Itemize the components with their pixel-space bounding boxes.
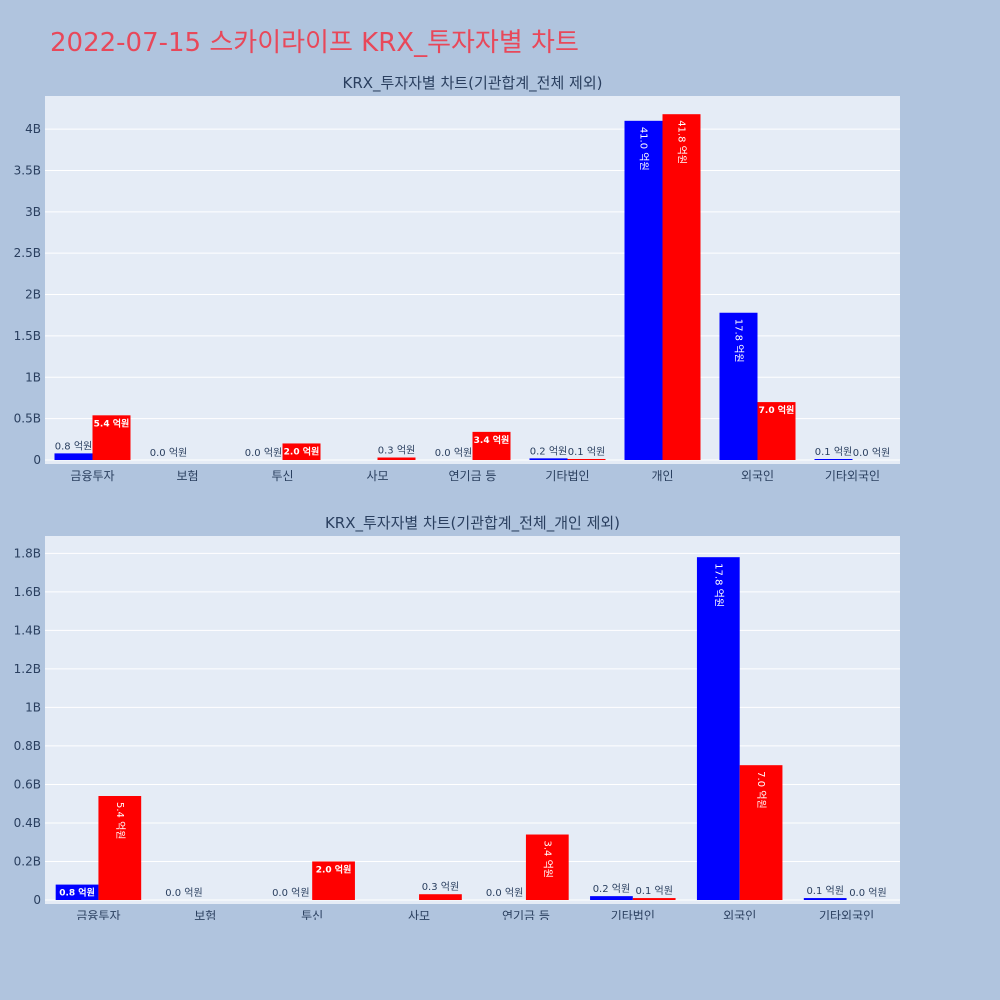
- bar-sell: [567, 459, 606, 460]
- data-label: 0.0 억원: [486, 887, 523, 899]
- data-label: 3.4 억원: [474, 434, 510, 446]
- y-tick-label: 0: [33, 893, 41, 907]
- data-label: 2.0 억원: [284, 445, 320, 457]
- data-label: 0.0 억원: [165, 887, 202, 899]
- x-tick-label: 기타법인: [611, 909, 655, 920]
- x-tick-label: 투신: [301, 909, 323, 920]
- bar-buy: [803, 898, 847, 900]
- x-tick-label: 사모: [366, 469, 388, 483]
- x-tick-label: 금융투자: [76, 909, 120, 920]
- data-label: 0.0 억원: [150, 447, 187, 459]
- bar-sell: [472, 431, 511, 460]
- y-tick-label: 1.8B: [14, 546, 41, 560]
- y-tick-label: 1B: [25, 370, 41, 384]
- data-label: 17.8 억원: [712, 563, 724, 607]
- y-tick-label: 0.6B: [14, 777, 41, 791]
- x-tick-label: 연기금 등: [449, 469, 497, 483]
- y-tick-label: 0.4B: [14, 816, 41, 830]
- y-tick-label: 2.5B: [14, 246, 41, 260]
- bar-sell: [757, 402, 796, 460]
- bar-sell: [662, 114, 701, 460]
- data-label: 7.0 억원: [755, 771, 767, 808]
- data-label: 17.8 억원: [733, 319, 745, 363]
- data-label: 0.1 억원: [635, 885, 672, 897]
- x-tick-label: 기타외국인: [819, 909, 874, 920]
- data-label: 3.4 억원: [541, 841, 553, 878]
- y-tick-label: 1.2B: [14, 662, 41, 676]
- x-tick-label: 개인: [651, 469, 673, 483]
- y-tick-label: 3.5B: [14, 163, 41, 177]
- data-label: 5.4 억원: [94, 417, 130, 429]
- bar-buy: [529, 458, 568, 460]
- bar-buy: [590, 896, 633, 900]
- x-tick-label: 외국인: [723, 909, 756, 920]
- page-title: 2022-07-15 스카이라이프 KRX_투자자별 차트: [50, 28, 579, 58]
- bar-buy: [624, 120, 663, 460]
- y-tick-label: 1B: [25, 700, 41, 714]
- y-tick-label: 1.4B: [14, 623, 41, 637]
- bar-sell: [92, 415, 131, 460]
- bar-buy: [719, 312, 758, 460]
- data-label: 0.0 억원: [849, 887, 886, 899]
- bar-sell: [739, 765, 783, 900]
- bar-sell: [98, 796, 142, 900]
- chart-bottom: 0 0.2B 0.4B 0.6B 0.8B 1B 1.2B 1.4B 1.6B 1.8B KRX_투…: [14, 514, 900, 920]
- y-tick-label: 1.5B: [14, 329, 41, 343]
- bar-sell: [282, 443, 321, 460]
- bar-sell: [525, 834, 569, 900]
- y-tick-label: 0.5B: [14, 412, 41, 426]
- x-tick-label: 보험: [176, 469, 198, 483]
- x-tick-label: 기타법인: [545, 469, 589, 483]
- data-label: 0.2 억원: [593, 883, 630, 895]
- data-label: 0.2 억원: [530, 445, 567, 457]
- y-tick-label: 0: [33, 453, 41, 467]
- data-label: 5.4 억원: [114, 802, 126, 839]
- x-tick-label: 투신: [271, 469, 293, 483]
- y-tick-label: 3B: [25, 205, 41, 219]
- x-tick-label: 사모: [408, 909, 430, 920]
- data-label: 0.1 억원: [568, 446, 605, 458]
- data-label: 0.0 억원: [272, 887, 309, 899]
- data-label: 0.8 억원: [55, 440, 92, 452]
- data-label: 0.1 억원: [815, 446, 852, 458]
- y-tick-label: 2B: [25, 288, 41, 302]
- data-label: 41.0 억원: [638, 127, 650, 171]
- bar-buy: [814, 459, 853, 460]
- bar-sell: [312, 861, 355, 900]
- data-label: 0.0 억원: [853, 447, 890, 459]
- x-tick-label: 보험: [194, 909, 216, 920]
- bar-buy: [54, 453, 93, 460]
- x-tick-label: 금융투자: [70, 469, 114, 483]
- y-tick-label: 4B: [25, 122, 41, 136]
- chart-title: KRX_투자자별 차트(기관합계_전체_개인 제외): [325, 514, 620, 533]
- data-label: 0.0 억원: [245, 447, 282, 459]
- data-label: 7.0 억원: [759, 404, 795, 416]
- data-label: 0.8 억원: [59, 887, 95, 899]
- data-label: 41.8 억원: [676, 120, 688, 164]
- y-tick-label: 1.6B: [14, 585, 41, 599]
- chart-top: 0 0.5B 1B 1.5B 2B 2.5B 3B 3.5B 4B KRX_투자자별 차트(기관합…: [14, 74, 900, 483]
- data-label: 0.3 억원: [422, 881, 459, 893]
- bar-buy: [55, 884, 99, 900]
- data-label: 0.0 억원: [435, 447, 472, 459]
- x-tick-label: 기타외국인: [825, 469, 880, 483]
- bar-sell: [632, 898, 676, 900]
- data-label: 0.1 억원: [806, 885, 843, 897]
- data-label: 2.0 억원: [316, 863, 352, 875]
- bar-sell: [377, 457, 416, 460]
- x-tick-label: 외국인: [741, 469, 774, 483]
- chart-title: KRX_투자자별 차트(기관합계_전체 제외): [343, 74, 603, 93]
- y-tick-label: 0.8B: [14, 739, 41, 753]
- x-tick-label: 연기금 등: [502, 909, 550, 920]
- y-tick-label: 0.2B: [14, 854, 41, 868]
- bar-buy: [696, 557, 740, 900]
- data-label: 0.3 억원: [378, 445, 415, 457]
- bar-sell: [419, 894, 462, 900]
